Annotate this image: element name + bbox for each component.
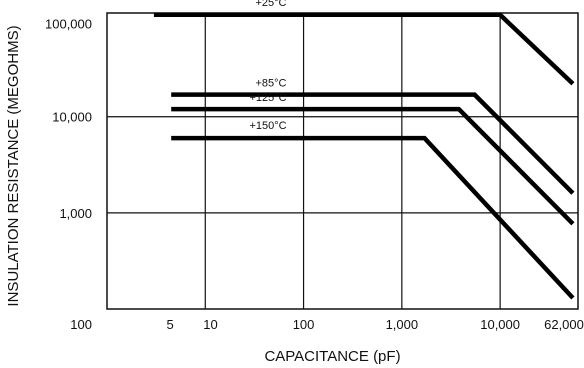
y-tick-label: 100 xyxy=(70,317,92,332)
x-axis-title: CAPACITANCE (pF) xyxy=(264,348,400,365)
x-tick-label: 1,000 xyxy=(386,317,419,332)
y-axis-title: INSULATION RESISTANCE (MEGOHMS) xyxy=(5,25,22,306)
x-tick-label: 100 xyxy=(293,317,315,332)
series-labels: +25°C +85°C +125°C +150°C xyxy=(249,0,286,132)
series-line xyxy=(171,106,575,226)
y-tick-label: 100,000 xyxy=(45,17,92,32)
series-lines xyxy=(153,12,575,300)
series-label: +125°C xyxy=(249,92,286,104)
x-tick-labels: 5 10 100 1,000 10,000 62,000 xyxy=(166,317,583,332)
chart-grid xyxy=(107,13,578,309)
series-line xyxy=(171,135,575,300)
x-tick-label: 10 xyxy=(203,317,217,332)
y-tick-labels: 100 1,000 10,000 100,000 xyxy=(45,17,92,332)
y-tick-label: 1,000 xyxy=(59,206,92,221)
series-label: +85°C xyxy=(255,78,286,90)
x-tick-label: 62,000 xyxy=(544,317,584,332)
y-tick-label: 10,000 xyxy=(52,110,92,125)
series-line xyxy=(153,12,575,86)
series-label: +150°C xyxy=(249,120,286,132)
x-tick-label: 10,000 xyxy=(480,317,520,332)
series-label: +25°C xyxy=(255,0,286,9)
series-line xyxy=(171,92,575,195)
x-tick-label: 5 xyxy=(166,317,173,332)
